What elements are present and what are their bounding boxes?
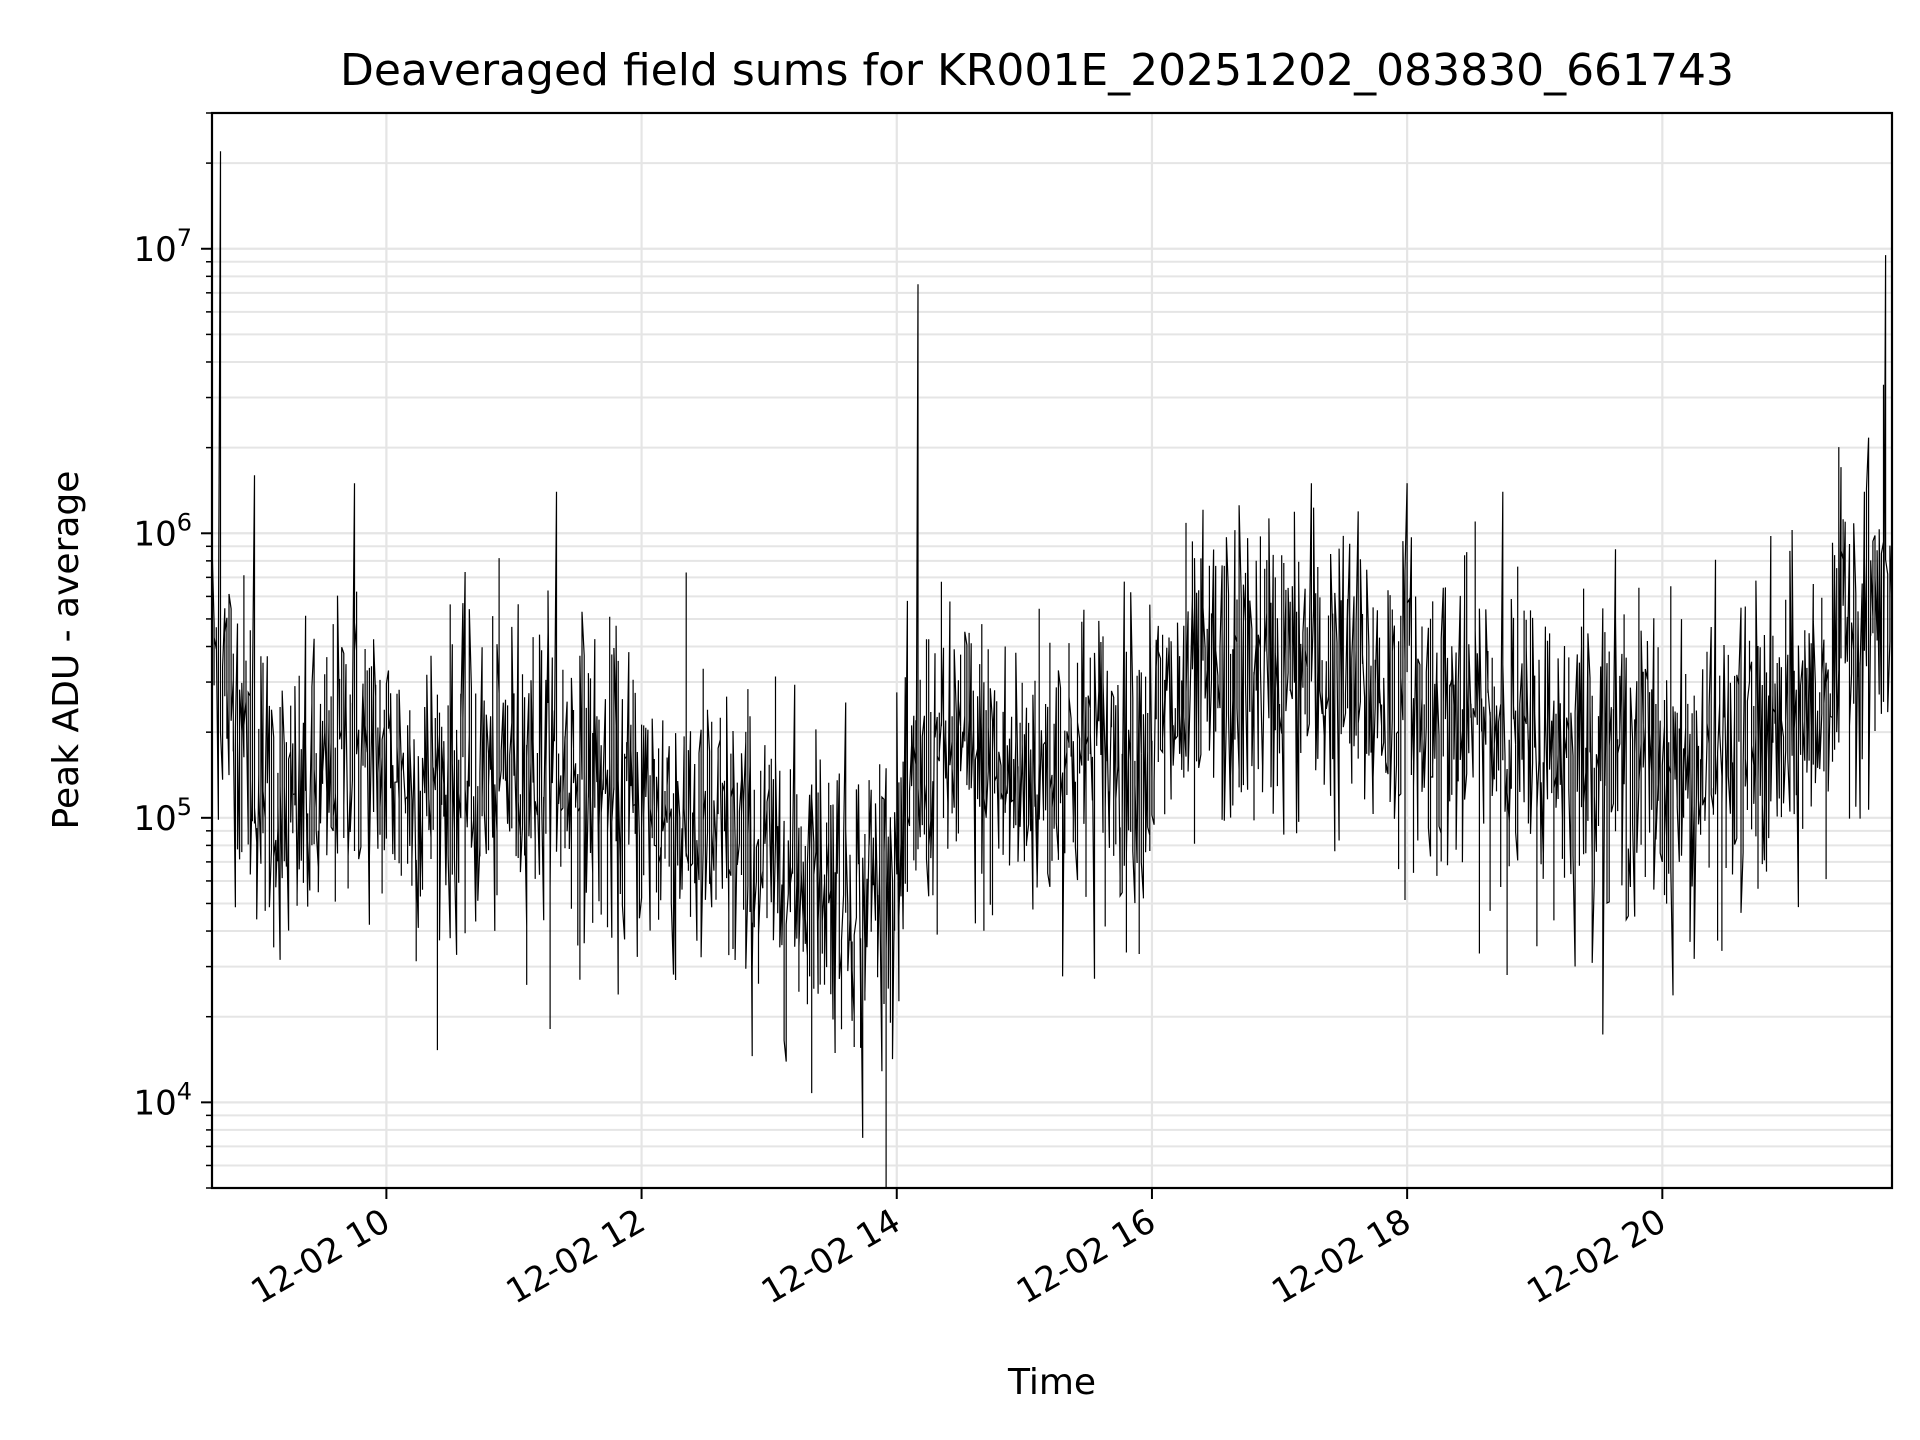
y-tick-label: 104: [133, 1077, 192, 1123]
y-tick-label: 106: [133, 508, 192, 554]
x-tick-label: 12-02 10: [244, 1201, 396, 1312]
y-tick-base: 10: [133, 799, 176, 839]
y-tick-exponent: 5: [177, 793, 192, 821]
x-tick-label: 12-02 16: [1010, 1201, 1162, 1312]
y-tick-label: 105: [133, 793, 192, 839]
x-tick-label: 12-02 14: [755, 1201, 907, 1312]
y-tick-exponent: 6: [177, 508, 192, 536]
x-axis-label: Time: [1007, 1362, 1096, 1403]
y-tick-exponent: 4: [177, 1077, 192, 1105]
y-axis-label: Peak ADU - average: [46, 471, 87, 830]
y-tick-base: 10: [133, 1083, 176, 1123]
data-series: [211, 151, 1893, 1188]
plot-area-frame: [210, 111, 1894, 1190]
y-tick-label: 107: [133, 224, 192, 270]
x-tick-label: 12-02 18: [1265, 1201, 1417, 1312]
chart-title: Deaveraged field sums for KR001E_2025120…: [340, 45, 1734, 96]
x-tick-label: 12-02 20: [1520, 1201, 1672, 1312]
x-tick-label: 12-02 12: [500, 1201, 652, 1312]
y-tick-base: 10: [133, 230, 176, 270]
series-line: [211, 151, 1893, 1188]
y-tick-exponent: 7: [177, 224, 192, 252]
y-tick-base: 10: [133, 514, 176, 554]
